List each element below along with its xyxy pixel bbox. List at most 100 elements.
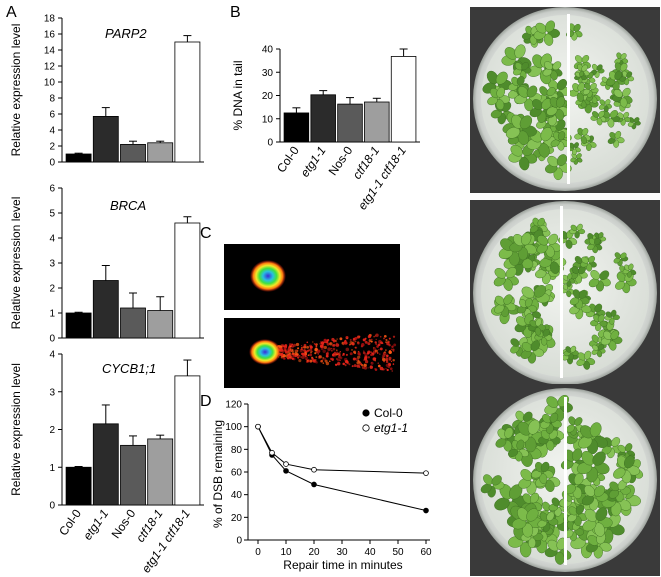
comet-tail-speck <box>367 367 369 369</box>
comet-tail-speck <box>375 349 378 353</box>
y-tick-label: 4 <box>49 350 55 361</box>
comet-tail-speck <box>380 341 383 345</box>
comet-tail-speck <box>374 341 377 344</box>
seedling <box>590 110 607 126</box>
panel-label-c: C <box>200 225 212 242</box>
bar-ctf18-1 <box>147 142 174 163</box>
comet-tail-speck <box>320 347 324 351</box>
comet-tail-speck <box>379 347 383 351</box>
seedling <box>480 474 505 498</box>
comet-tail-speck <box>311 356 313 359</box>
seedling <box>545 154 572 181</box>
y-tick-label: 10 <box>262 114 274 125</box>
comet-tail-speck <box>307 354 310 357</box>
comet-tail-speck <box>339 351 341 353</box>
comet-tail-speck <box>363 363 367 368</box>
comet-tail-speck <box>379 353 381 355</box>
comet-tail-speck <box>367 342 371 346</box>
seedling <box>587 237 603 254</box>
comet-tail-speck <box>307 349 310 352</box>
comet-tail-speck <box>364 353 368 357</box>
comet-tail-speck <box>370 361 374 365</box>
comet-tail-speck <box>290 350 292 352</box>
seedling <box>537 511 559 532</box>
comet-tail-speck <box>338 352 341 355</box>
comet-tail-speck <box>351 349 353 351</box>
comet-tail-speck <box>377 362 379 364</box>
comet-tail-speck <box>342 343 345 346</box>
comet-tail-speck <box>335 342 338 345</box>
seedling <box>528 318 546 336</box>
comet-tail-speck <box>344 364 347 367</box>
comet-tail-speck <box>309 353 313 357</box>
comet-tail-speck <box>303 349 306 352</box>
comet-tail-speck <box>332 343 336 347</box>
bar-col-0 <box>65 312 92 339</box>
x-tick-label: 50 <box>392 547 404 558</box>
seedlings-f <box>491 217 637 370</box>
comet-tail-speck <box>303 343 307 347</box>
legend-marker-col-0 <box>362 409 370 417</box>
comet-tail-speck <box>286 356 290 360</box>
comet-tail-fragments <box>273 333 397 372</box>
seedling <box>509 232 537 261</box>
comet-tail-speck <box>288 352 291 355</box>
comet-tail-speck <box>392 350 395 352</box>
y-tick-label: 4 <box>49 234 55 245</box>
comet-tail-speck <box>344 341 348 345</box>
plate-photo-f <box>470 200 660 386</box>
comet-tail-speck <box>294 349 296 351</box>
comet-tail-speck <box>281 350 285 353</box>
comet-tail-speck <box>385 358 389 362</box>
x-tick-label: 20 <box>308 547 320 558</box>
comet-tail-speck <box>314 343 317 346</box>
comet-tail-speck <box>320 359 324 363</box>
comet-tail-speck <box>358 361 361 364</box>
comet-tail-speck <box>392 363 395 365</box>
y-tick-label: 18 <box>44 14 56 25</box>
comet-tail-speck <box>386 368 389 372</box>
data-point-etg1-1 <box>423 470 429 476</box>
comet-tail-speck <box>305 358 308 361</box>
comet-tail-speck <box>383 351 386 354</box>
comet-tail-speck <box>355 346 358 349</box>
data-point-etg1-1 <box>311 466 317 473</box>
plate-photo-e <box>470 7 660 193</box>
comet-tail-speck <box>299 355 301 357</box>
comet-tail-speck <box>387 341 390 344</box>
seedling <box>576 450 610 483</box>
x-tick-label: 40 <box>364 547 376 558</box>
comet-tail-speck <box>383 337 385 340</box>
comet-tail-speck <box>349 338 352 341</box>
comet-tail-speck <box>345 347 350 352</box>
seedling <box>580 255 597 272</box>
comet-assay-images <box>224 244 400 388</box>
seedling <box>513 62 532 80</box>
seedling <box>487 87 511 110</box>
data-point-col-0 <box>423 507 429 514</box>
comet-tail-speck <box>318 355 323 359</box>
comet-tail-speck <box>312 341 314 343</box>
comet-tail-speck <box>291 343 294 346</box>
legend-label: etg1-1 <box>374 421 408 435</box>
seedling <box>614 52 629 67</box>
bar-col-0 <box>283 112 310 143</box>
category-label: etg1-1 <box>80 507 111 543</box>
y-tick-label: 40 <box>262 45 274 56</box>
bar-col-0 <box>65 466 92 506</box>
legend-marker-etg1-1 <box>362 424 370 432</box>
bar-etg1-1 <box>92 116 119 163</box>
y-tick-label: 0 <box>49 334 55 345</box>
comet-tail-speck <box>280 352 284 356</box>
seedling <box>563 345 579 361</box>
comet-tail-speck <box>357 355 361 359</box>
comet-tail-speck <box>335 349 338 352</box>
seedling <box>582 507 613 537</box>
seedling <box>531 461 554 485</box>
bar-etg1-1 <box>92 423 119 506</box>
comet-tail-speck <box>364 357 368 361</box>
seedling <box>619 70 635 86</box>
comet-tail-speck <box>320 341 325 345</box>
y-tick-label: 30 <box>262 68 274 79</box>
